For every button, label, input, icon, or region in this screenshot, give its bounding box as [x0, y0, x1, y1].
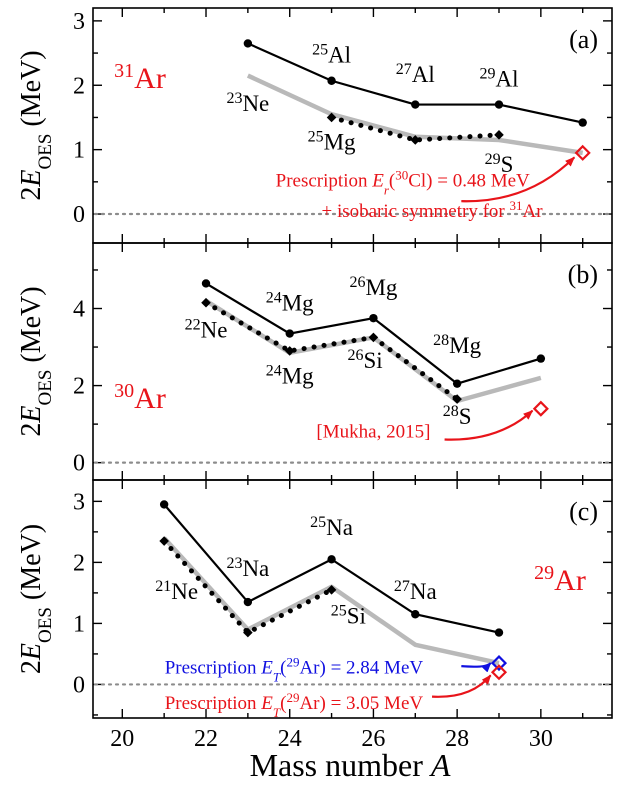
y-tick-label: 4: [73, 297, 85, 323]
data-point-circle: [494, 628, 504, 637]
data-point-circle: [452, 379, 462, 388]
data-point-circle: [494, 100, 504, 109]
prediction-point-red: [574, 144, 591, 161]
data-point-circle: [327, 76, 336, 85]
data-point-circle: [285, 329, 294, 338]
data-point-circle: [243, 39, 253, 48]
data-point-diamond: [284, 346, 295, 356]
nucleus-label: 30Ar: [114, 380, 166, 415]
data-point-diamond: [243, 627, 253, 638]
y-tick-label: 2: [73, 73, 85, 99]
y-tick-label: 1: [73, 611, 85, 637]
panel-label: (a): [569, 25, 598, 54]
isotope-label: 25Al: [312, 41, 351, 68]
x-tick-label: 30: [529, 726, 553, 752]
annotation-arrow: [431, 674, 492, 698]
data-point-circle: [327, 555, 336, 564]
data-point-circle: [536, 354, 546, 363]
data-point-diamond: [494, 130, 504, 140]
isotope-label: 29Al: [479, 65, 518, 92]
y-axis-label: 2EOES (MeV): [16, 286, 56, 436]
data-point-circle: [159, 500, 169, 509]
data-point-diamond: [368, 332, 379, 343]
x-tick-label: 24: [278, 726, 302, 752]
isotope-label: 23Ne: [226, 90, 269, 117]
y-axis-label: 2EOES (MeV): [16, 50, 56, 200]
prediction-point-red: [490, 664, 508, 681]
isotope-label: 28S: [443, 403, 472, 430]
nucleus-label: 29Ar: [534, 562, 586, 597]
series-line-dotted: [329, 114, 502, 143]
series-line-dotted: [161, 538, 335, 636]
isotope-label: 27Al: [396, 61, 435, 88]
annotation-text: Prescription ET(29Ar) = 2.84 MeV: [165, 654, 424, 684]
data-point-diamond: [452, 394, 462, 404]
isotope-label: 25Si: [331, 602, 366, 629]
y-tick-label: 1: [73, 138, 85, 164]
y-tick-label: 0: [73, 672, 85, 698]
isotope-label: 22Ne: [185, 316, 228, 343]
isotope-label: 29S: [485, 151, 514, 178]
isotope-label: 26Mg: [349, 274, 397, 301]
data-point-circle: [243, 597, 253, 607]
data-point-diamond: [326, 112, 337, 123]
data-point-diamond: [159, 536, 169, 546]
annotation-text: + isobaric symmetry for 31Ar: [321, 198, 543, 223]
x-axis: 20 22 24 26 28 30: [110, 726, 553, 752]
x-tick-label: 28: [445, 726, 469, 752]
x-tick-label: 26: [361, 726, 385, 752]
plot-frame: [92, 479, 613, 719]
panel-a: 0 1 2 3 2EOES (MeV) 23Ne 25Al 27Al 29Al 25Mg 29SPr…: [16, 7, 613, 244]
prediction-point-blue: [490, 655, 508, 672]
data-point-diamond: [410, 135, 421, 145]
data-point-circle: [411, 610, 420, 619]
isotope-label: 21Ne: [155, 578, 198, 605]
y-tick-label: 2: [73, 550, 85, 576]
x-axis-label: Mass number A: [250, 747, 451, 783]
isotope-label: 26Si: [347, 347, 382, 374]
y-axis-label: 2EOES (MeV): [16, 524, 56, 674]
annotation-arrow: [444, 409, 534, 441]
y-tick-label: 0: [73, 202, 85, 228]
data-point-diamond: [201, 297, 211, 308]
isotope-label: 25Na: [310, 513, 353, 540]
data-point-circle: [411, 100, 420, 109]
annotation-arrow: [461, 156, 576, 203]
y-tick-label: 3: [73, 9, 85, 35]
data-point-diamond: [326, 585, 337, 595]
data-point-circle: [201, 279, 211, 288]
data-point-circle: [369, 313, 378, 323]
annotation-arrow: [461, 662, 492, 673]
isotope-label: 25Mg: [308, 128, 356, 155]
x-tick-label: 22: [194, 726, 218, 752]
y-tick-label: 0: [73, 451, 85, 477]
panel-label: (c): [569, 497, 598, 526]
isotope-label: 24Mg: [266, 289, 314, 316]
y-tick-label: 3: [73, 489, 85, 515]
x-tick-label: 20: [110, 726, 134, 752]
isotope-label: 27Na: [394, 578, 437, 605]
panel-c: 0 1 2 3 2EOES (MeV) 23Na 25Na 21Ne 27Na 25Si Presc…: [16, 479, 613, 719]
annotation-text: Prescription ET(29Ar) = 3.05 MeV: [165, 689, 424, 719]
y-tick-label: 2: [73, 374, 85, 400]
prediction-point-red: [532, 400, 549, 417]
series-line-dotted: [203, 300, 460, 402]
data-point-circle: [578, 118, 587, 127]
nucleus-label: 31Ar: [114, 60, 166, 95]
isotope-label: 24Mg: [266, 362, 314, 389]
annotation-text: Prescription Er(30Cl) = 0.48 MeV: [276, 167, 530, 197]
panel-label: (b): [568, 260, 598, 289]
isotope-label: 28Mg: [433, 331, 481, 358]
panel-b: 0 2 4 2EOES (MeV) 24Mg 26Mg 28Mg 22Ne 24Mg 26Si 28…: [16, 242, 613, 481]
isotope-label: 23Na: [226, 554, 269, 581]
annotation-text: [Mukha, 2015]: [316, 422, 430, 443]
